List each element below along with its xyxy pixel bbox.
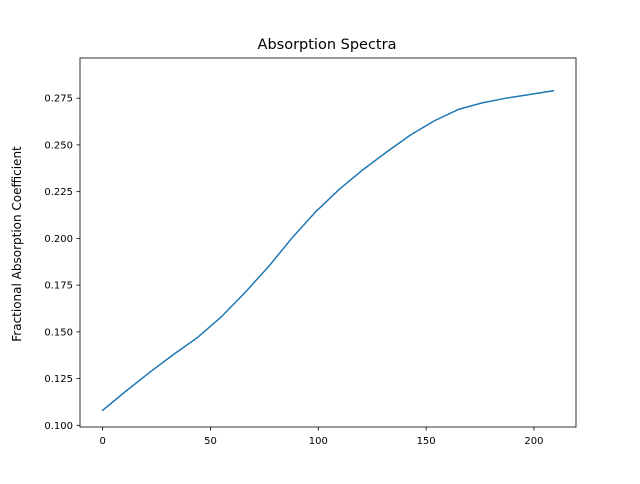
y-tick-label: 0.150 <box>44 327 73 338</box>
y-tick-label: 0.100 <box>44 421 73 432</box>
y-tick-label: 0.200 <box>44 234 73 245</box>
y-tick-label: 0.275 <box>44 94 73 105</box>
series-layer <box>101 89 555 412</box>
y-axis-ticks: 0.100 0.125 0.150 0.175 0.200 0.225 0.250 0.275 <box>44 94 80 432</box>
y-tick-label: 0.175 <box>44 281 73 292</box>
x-tick-label: 0 <box>99 436 105 447</box>
x-tick-label: 100 <box>309 436 328 447</box>
y-tick-label: 0.250 <box>44 140 73 151</box>
x-tick-label: 150 <box>417 436 436 447</box>
chart-title: Absorption Spectra <box>258 37 397 53</box>
y-tick-label: 0.125 <box>44 374 73 385</box>
series-line <box>101 89 555 412</box>
plot-frame <box>79 57 577 428</box>
x-axis-ticks: 0 50 100 150 200 <box>99 427 543 447</box>
x-tick-label: 50 <box>204 436 217 447</box>
y-axis-label: Fractional Absorption Coefficient <box>10 146 24 342</box>
x-tick-label: 200 <box>524 436 543 447</box>
y-tick-label: 0.225 <box>44 187 73 198</box>
